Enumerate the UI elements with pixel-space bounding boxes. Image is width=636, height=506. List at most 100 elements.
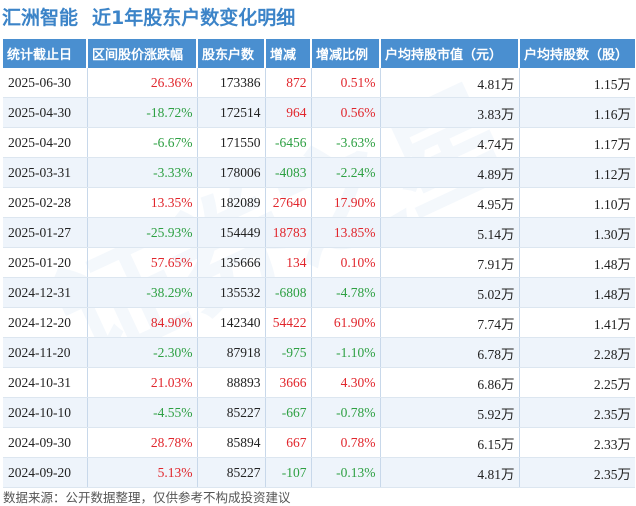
cell-change: -667	[265, 397, 312, 428]
cell-change: 18783	[265, 217, 312, 248]
column-header-avg-value: 户均持股市值（元）	[380, 39, 520, 68]
cell-holders: 178006	[197, 157, 266, 188]
data-source-note: 数据来源：公开数据整理，仅供参考不构成投资建议	[3, 490, 291, 505]
cell-avg-value: 7.91万	[380, 247, 520, 278]
table-row: 2024-10-10 -4.55% 85227 -667 -0.78% 5.92万 2.35…	[3, 397, 635, 428]
cell-change-ratio: -2.24%	[311, 157, 381, 188]
cell-change-ratio: 4.30%	[311, 367, 381, 398]
cell-avg-value: 4.89万	[380, 157, 520, 188]
cell-avg-value: 6.78万	[380, 337, 520, 368]
column-header-change-ratio: 增减比例	[311, 39, 381, 68]
stock-name: 汇洲智能	[2, 7, 79, 29]
cell-holders: 182089	[197, 187, 266, 218]
cell-change: 3666	[265, 367, 312, 398]
cell-avg-value: 4.81万	[380, 457, 520, 488]
cell-date: 2024-12-20	[3, 307, 88, 338]
cell-avg-shares: 1.48万	[519, 277, 635, 308]
cell-holders: 172514	[197, 97, 266, 128]
cell-date: 2025-03-31	[3, 157, 88, 188]
cell-change: 27640	[265, 187, 312, 218]
table-row: 2024-12-20 84.90% 142340 54422 61.90% 7.74万 1.…	[3, 307, 635, 338]
cell-change-ratio: 0.10%	[311, 247, 381, 278]
cell-price-change: -6.67%	[87, 127, 198, 158]
cell-holders: 87918	[197, 337, 266, 368]
cell-avg-value: 7.74万	[380, 307, 520, 338]
cell-avg-value: 4.81万	[380, 68, 520, 98]
table-row: 2025-04-20 -6.67% 171550 -6456 -3.63% 4.74万 1.…	[3, 127, 635, 158]
cell-avg-shares: 2.35万	[519, 397, 635, 428]
cell-avg-value: 5.02万	[380, 277, 520, 308]
cell-avg-shares: 2.28万	[519, 337, 635, 368]
cell-holders: 171550	[197, 127, 266, 158]
table-row: 2024-12-31 -38.29% 135532 -6808 -4.78% 5.02万 1…	[3, 277, 635, 308]
cell-holders: 154449	[197, 217, 266, 248]
cell-change-ratio: -3.63%	[311, 127, 381, 158]
cell-date: 2025-04-30	[3, 97, 88, 128]
cell-change: -4083	[265, 157, 312, 188]
table-row: 2024-09-20 5.13% 85227 -107 -0.13% 4.81万 2.35万	[3, 457, 635, 488]
cell-avg-shares: 1.12万	[519, 157, 635, 188]
cell-avg-value: 4.95万	[380, 187, 520, 218]
cell-avg-shares: 1.41万	[519, 307, 635, 338]
cell-date: 2024-12-31	[3, 277, 88, 308]
cell-avg-value: 6.86万	[380, 367, 520, 398]
cell-price-change: 13.35%	[87, 187, 198, 218]
column-header-avg-shares: 户均持股数（股）	[519, 39, 635, 68]
cell-holders: 85227	[197, 397, 266, 428]
table-row: 2024-11-20 -2.30% 87918 -975 -1.10% 6.78万 2.28…	[3, 337, 635, 368]
table-row: 2024-09-30 28.78% 85894 667 0.78% 6.15万 2.33万	[3, 427, 635, 458]
cell-holders: 135666	[197, 247, 266, 278]
cell-price-change: -25.93%	[87, 217, 198, 248]
column-header-date: 统计截止日	[3, 39, 88, 68]
cell-date: 2024-09-30	[3, 427, 88, 458]
cell-date: 2024-10-10	[3, 397, 88, 428]
cell-price-change: -3.33%	[87, 157, 198, 188]
cell-avg-value: 6.15万	[380, 427, 520, 458]
cell-date: 2025-02-28	[3, 187, 88, 218]
table-row: 2025-01-27 -25.93% 154449 18783 13.85% 5.14万 1…	[3, 217, 635, 248]
cell-date: 2025-06-30	[3, 68, 88, 98]
cell-change: 872	[265, 68, 312, 98]
cell-holders: 173386	[197, 68, 266, 98]
cell-avg-value: 4.74万	[380, 127, 520, 158]
page-title: 近1年股东户数变化明细	[92, 7, 296, 29]
cell-price-change: 84.90%	[87, 307, 198, 338]
cell-avg-shares: 1.10万	[519, 187, 635, 218]
cell-price-change: 26.36%	[87, 68, 198, 98]
cell-change-ratio: -1.10%	[311, 337, 381, 368]
cell-holders: 88893	[197, 367, 266, 398]
cell-change-ratio: -4.78%	[311, 277, 381, 308]
cell-avg-value: 3.83万	[380, 97, 520, 128]
cell-avg-shares: 2.33万	[519, 427, 635, 458]
cell-avg-value: 5.14万	[380, 217, 520, 248]
table-row: 2025-02-28 13.35% 182089 27640 17.90% 4.95万 1.…	[3, 187, 635, 218]
cell-change-ratio: 0.56%	[311, 97, 381, 128]
cell-change-ratio: -0.78%	[311, 397, 381, 428]
cell-avg-shares: 1.15万	[519, 68, 635, 98]
cell-change-ratio: 61.90%	[311, 307, 381, 338]
cell-change: -6456	[265, 127, 312, 158]
cell-change-ratio: -0.13%	[311, 457, 381, 488]
cell-avg-shares: 1.16万	[519, 97, 635, 128]
cell-holders: 142340	[197, 307, 266, 338]
cell-date: 2024-09-20	[3, 457, 88, 488]
table-row: 2025-04-30 -18.72% 172514 964 0.56% 3.83万 1.16…	[3, 97, 635, 128]
cell-date: 2025-04-20	[3, 127, 88, 158]
cell-change: 964	[265, 97, 312, 128]
cell-avg-shares: 1.17万	[519, 127, 635, 158]
cell-change-ratio: 0.78%	[311, 427, 381, 458]
cell-date: 2024-11-20	[3, 337, 88, 368]
cell-change-ratio: 0.51%	[311, 68, 381, 98]
cell-date: 2025-01-27	[3, 217, 88, 248]
table-row: 2025-06-30 26.36% 173386 872 0.51% 4.81万 1.15万	[3, 68, 635, 98]
table-row: 2025-01-20 57.65% 135666 134 0.10% 7.91万 1.48万	[3, 247, 635, 278]
shareholder-table: 统计截止日 区间股价涨跌幅 股东户数 增减 增减比例 户均持股市值（元） 户均持…	[3, 39, 635, 488]
column-header-change: 增减	[265, 39, 312, 68]
cell-price-change: -18.72%	[87, 97, 198, 128]
table-row: 2025-03-31 -3.33% 178006 -4083 -2.24% 4.89万 1.…	[3, 157, 635, 188]
cell-change-ratio: 13.85%	[311, 217, 381, 248]
cell-avg-shares: 1.30万	[519, 217, 635, 248]
cell-avg-shares: 2.35万	[519, 457, 635, 488]
title-bar: 汇洲智能 近1年股东户数变化明细	[0, 0, 636, 30]
cell-price-change: -38.29%	[87, 277, 198, 308]
